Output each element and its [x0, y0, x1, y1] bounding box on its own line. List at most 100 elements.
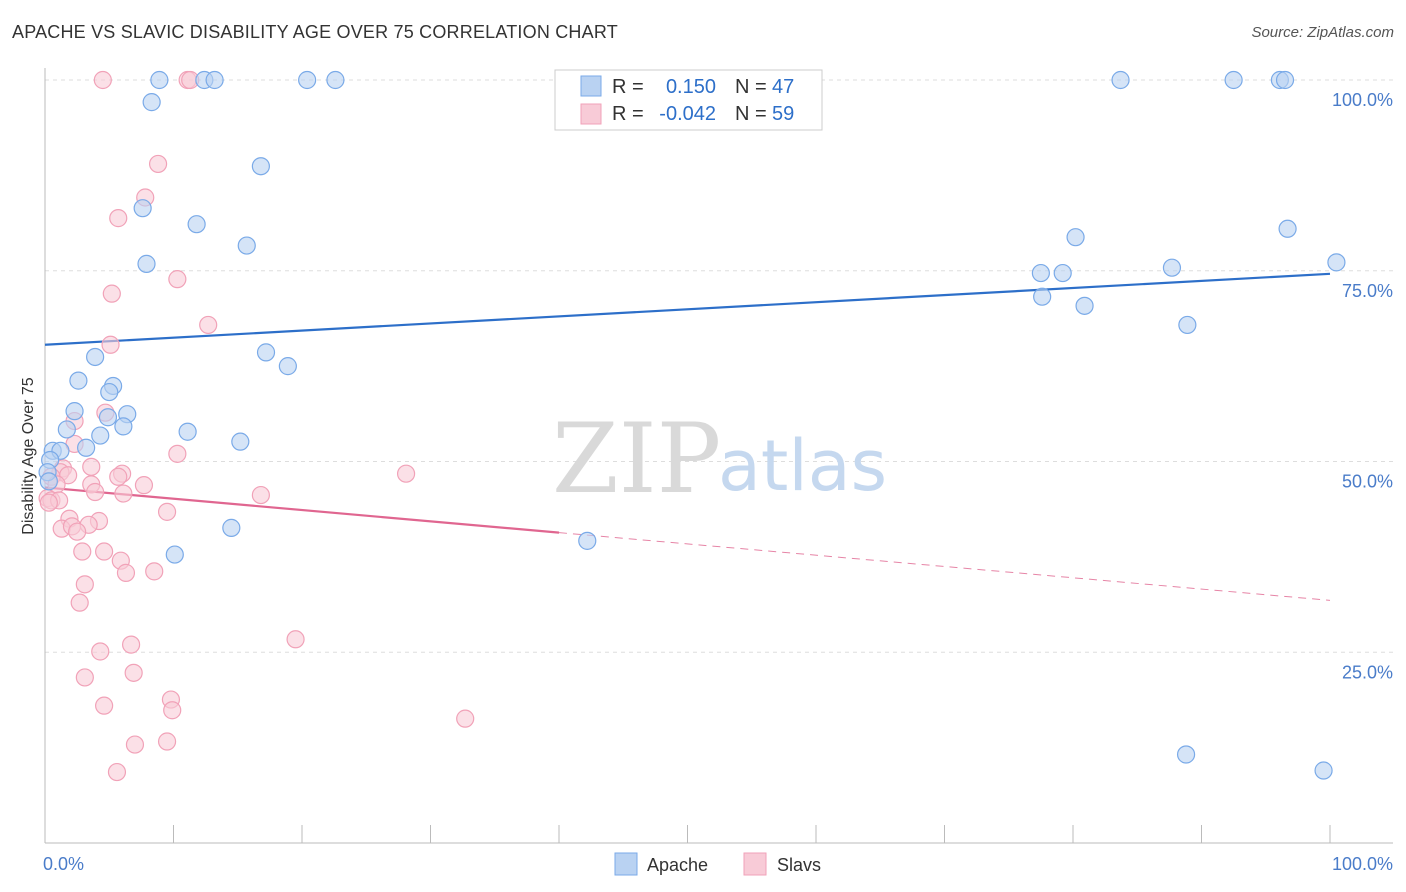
point-apache-45: [165, 545, 184, 564]
point-apache-7: [1224, 70, 1243, 90]
point-apache-19: [1053, 263, 1072, 283]
point-apache-31: [65, 402, 84, 421]
point-apache-16: [1278, 219, 1297, 238]
point-apache-0: [150, 70, 169, 90]
point-slavs-39: [73, 542, 92, 561]
point-apache-35: [114, 417, 133, 436]
point-slavs-46: [121, 635, 141, 654]
point-slavs-49: [75, 668, 94, 687]
point-slavs-16: [82, 457, 101, 476]
point-apache-13: [187, 215, 206, 234]
point-apache-23: [1075, 296, 1094, 315]
point-apache-12: [133, 199, 152, 218]
point-apache-27: [86, 347, 105, 367]
point-apache-2: [205, 70, 224, 90]
point-apache-49: [39, 472, 58, 491]
legend-apache-n-label: N =: [735, 76, 767, 98]
point-slavs-53: [95, 696, 114, 715]
point-apache-30: [100, 382, 119, 402]
point-slavs-54: [456, 709, 475, 728]
point-slavs-18: [109, 467, 128, 486]
point-slavs-32: [157, 502, 177, 521]
legend-slavs-n-label: N =: [735, 103, 767, 125]
y-tick-label-3: 25.0%: [1342, 662, 1393, 682]
point-slavs-27: [251, 485, 270, 505]
point-slavs-7: [102, 284, 121, 303]
point-apache-25: [256, 343, 276, 362]
point-apache-3: [298, 70, 317, 90]
point-slavs-25: [86, 482, 105, 502]
watermark: ZIP atlas: [552, 403, 887, 515]
y-tick-label-0: 100.0%: [1332, 90, 1393, 110]
legend-slavs-n-value: 59: [772, 103, 794, 125]
point-apache-32: [98, 408, 118, 427]
point-slavs-44: [75, 575, 94, 594]
point-slavs-24: [134, 476, 154, 495]
point-slavs-0: [93, 70, 112, 90]
point-apache-28: [69, 371, 88, 390]
point-apache-11: [251, 157, 270, 176]
series-legend-swatch-slavs: [743, 852, 767, 876]
point-apache-38: [91, 426, 110, 445]
point-slavs-3: [148, 154, 168, 174]
y-tick-label-1: 75.0%: [1342, 281, 1393, 301]
point-apache-18: [1031, 263, 1050, 283]
point-apache-6: [1111, 70, 1130, 90]
point-slavs-13: [168, 444, 187, 463]
point-slavs-38: [68, 522, 87, 541]
point-slavs-55: [125, 735, 145, 754]
point-apache-47: [1176, 745, 1196, 764]
chart-source: Source: ZipAtlas.com: [1251, 24, 1394, 41]
point-apache-21: [1327, 253, 1346, 272]
data-points: [38, 70, 1346, 782]
chart-title: APACHE VS SLAVIC DISABILITY AGE OVER 75 …: [12, 22, 618, 42]
point-slavs-5: [109, 209, 128, 228]
point-apache-44: [578, 531, 597, 550]
point-apache-15: [1066, 228, 1085, 247]
series-legend-swatch-apache: [614, 852, 638, 876]
point-apache-46: [222, 518, 241, 537]
point-apache-22: [1033, 287, 1052, 306]
point-apache-36: [178, 422, 197, 441]
point-apache-37: [231, 432, 250, 451]
legend-apache-n-value: 47: [772, 76, 794, 98]
point-slavs-9: [101, 335, 120, 354]
point-apache-26: [278, 357, 297, 376]
point-slavs-31: [39, 493, 58, 512]
point-slavs-43: [145, 562, 164, 581]
point-slavs-26: [114, 484, 133, 503]
series-legend-label-slavs: Slavs: [777, 855, 821, 875]
point-slavs-57: [107, 762, 127, 782]
trend-line-extension-slavs: [558, 532, 1331, 601]
point-apache-4: [326, 70, 345, 90]
point-slavs-50: [124, 663, 143, 682]
point-apache-14: [237, 236, 256, 255]
gridlines: [45, 79, 1393, 653]
point-slavs-47: [286, 630, 305, 649]
trend-line-apache: [44, 272, 1331, 346]
point-apache-20: [1162, 258, 1182, 277]
point-apache-10: [142, 93, 161, 112]
point-slavs-42: [116, 563, 136, 582]
y-axis-label: Disability Age Over 75: [20, 377, 37, 535]
legend-apache-r-value: 0.150: [666, 76, 716, 98]
legend-apache-r-label: R =: [612, 76, 644, 98]
watermark-atlas: atlas: [718, 425, 887, 507]
point-slavs-21: [396, 464, 416, 483]
point-slavs-56: [157, 732, 177, 751]
x-tick-label-min: 0.0%: [43, 854, 84, 874]
legend-swatch-slavs: [580, 103, 602, 125]
point-apache-17: [137, 254, 156, 273]
y-tick-labels: 100.0% 75.0% 50.0% 25.0%: [1332, 90, 1393, 682]
series-legend: Apache Slavs: [614, 852, 821, 876]
stats-legend: R = 0.150 N = 47 R = -0.042 N = 59: [554, 69, 823, 131]
legend-slavs-r-label: R =: [612, 103, 644, 125]
point-apache-34: [57, 420, 76, 439]
series-legend-label-apache: Apache: [647, 855, 708, 875]
point-slavs-45: [70, 593, 89, 612]
point-slavs-48: [91, 642, 110, 661]
point-apache-9: [1275, 70, 1295, 90]
point-apache-39: [77, 438, 96, 457]
point-slavs-40: [95, 542, 114, 561]
